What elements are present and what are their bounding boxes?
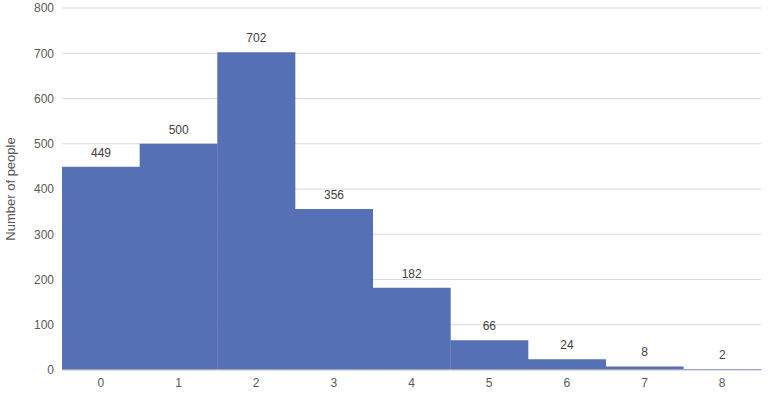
svg-text:600: 600	[34, 92, 54, 106]
svg-text:8: 8	[719, 376, 726, 390]
svg-text:66: 66	[483, 319, 497, 333]
svg-text:449: 449	[91, 146, 111, 160]
svg-text:100: 100	[34, 318, 54, 332]
svg-text:200: 200	[34, 273, 54, 287]
svg-text:702: 702	[246, 31, 266, 45]
svg-text:500: 500	[34, 137, 54, 151]
svg-text:400: 400	[34, 182, 54, 196]
svg-text:7: 7	[641, 376, 648, 390]
svg-text:5: 5	[486, 376, 493, 390]
svg-text:24: 24	[560, 338, 574, 352]
svg-text:800: 800	[34, 1, 54, 15]
svg-text:6: 6	[563, 376, 570, 390]
svg-text:Number of people: Number of people	[8, 137, 18, 240]
svg-text:700: 700	[34, 47, 54, 61]
svg-text:2: 2	[253, 376, 260, 390]
svg-text:500: 500	[169, 123, 189, 137]
svg-text:4: 4	[408, 376, 415, 390]
svg-text:356: 356	[324, 188, 344, 202]
svg-text:3: 3	[330, 376, 337, 390]
svg-text:300: 300	[34, 228, 54, 242]
svg-text:182: 182	[402, 267, 422, 281]
svg-text:8: 8	[641, 345, 648, 359]
svg-text:0: 0	[47, 363, 54, 377]
svg-text:1: 1	[175, 376, 182, 390]
svg-text:0: 0	[97, 376, 104, 390]
svg-text:2: 2	[719, 348, 726, 362]
